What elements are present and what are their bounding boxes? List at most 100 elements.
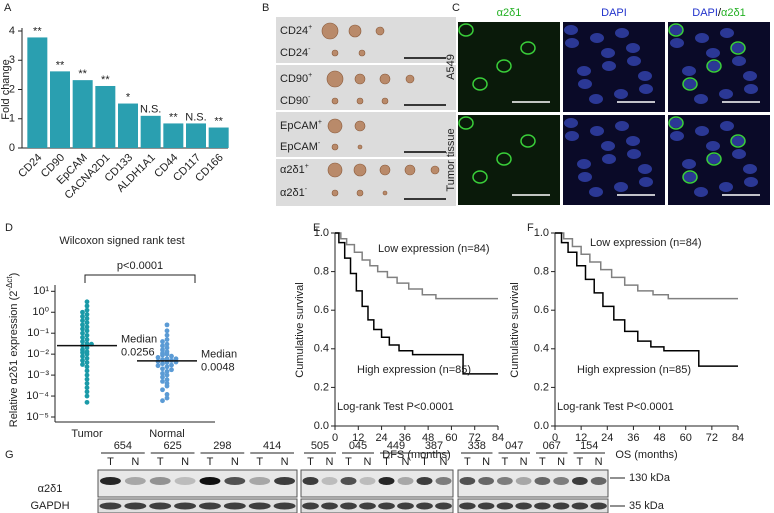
x-tick-label: 84 xyxy=(732,432,744,444)
sphere xyxy=(354,73,366,85)
band xyxy=(340,502,357,510)
band xyxy=(149,477,171,485)
nucleus xyxy=(577,159,591,169)
nucleus xyxy=(732,149,746,159)
y-axis-label: Cumulative survival xyxy=(294,282,306,377)
dot xyxy=(160,352,165,358)
sample-id: 047 xyxy=(505,440,523,452)
bar-annotation: ** xyxy=(101,74,110,86)
nucleus xyxy=(627,56,641,66)
marker-name: α2δ1 xyxy=(280,164,305,176)
row-label: CD90- xyxy=(280,94,311,107)
panel-letter: E xyxy=(313,222,320,234)
band xyxy=(397,502,414,510)
sphere xyxy=(430,165,440,175)
chart-title: Wilcoxon signed rank test xyxy=(59,235,184,247)
marker-sign: + xyxy=(318,119,322,126)
nucleus xyxy=(670,38,684,48)
dot xyxy=(84,345,90,351)
p-value: p<0.0001 xyxy=(117,260,163,272)
row-label: GAPDH xyxy=(30,500,69,512)
sphere xyxy=(405,74,415,84)
nucleus xyxy=(614,182,628,192)
sphere xyxy=(331,189,339,197)
band xyxy=(416,502,433,510)
dot xyxy=(164,337,170,342)
dot xyxy=(80,330,85,336)
x-tick-label: 12 xyxy=(352,432,364,444)
band xyxy=(321,477,338,485)
nucleus xyxy=(694,94,708,104)
sphere xyxy=(331,97,339,105)
y-tick-label: 3 xyxy=(9,54,15,66)
nucleus xyxy=(638,164,652,174)
row-label: EpCAM- xyxy=(280,140,321,153)
dot xyxy=(169,367,174,373)
nucleus xyxy=(565,131,579,141)
bar xyxy=(208,127,229,148)
y-tick-label: 0.6 xyxy=(534,304,549,316)
y-tick-label: 10¹ xyxy=(33,285,49,297)
annotation: Log-rank Test P<0.0001 xyxy=(557,401,674,413)
dot xyxy=(84,372,90,378)
y-tick-label: 10⁻² xyxy=(27,348,49,360)
nucleus xyxy=(731,43,745,53)
dot xyxy=(164,322,170,328)
dot xyxy=(160,398,165,404)
dot xyxy=(164,395,170,401)
y-axis-label: Relative α2δ1 expression (2-Δct) xyxy=(5,273,20,428)
y-tick-label: 0.2 xyxy=(314,381,329,393)
band xyxy=(359,477,376,485)
y-tick-label: 10⁻¹ xyxy=(27,327,49,339)
row-label: α2δ1 xyxy=(38,483,63,495)
dot xyxy=(155,354,161,360)
dot xyxy=(84,320,90,326)
nucleus xyxy=(731,136,745,146)
nucleus xyxy=(578,79,592,89)
nucleus xyxy=(602,154,616,164)
sphere xyxy=(382,190,388,196)
sphere xyxy=(404,164,416,176)
sphere xyxy=(379,164,391,176)
band xyxy=(378,502,395,510)
dot xyxy=(84,393,90,399)
dot xyxy=(160,379,165,384)
y-label-part: Relative α2δ1 expression (2 xyxy=(8,291,20,428)
row-label: CD24+ xyxy=(280,24,312,37)
survival-curve xyxy=(335,232,498,300)
band xyxy=(198,502,221,510)
dot xyxy=(80,322,85,328)
band xyxy=(435,502,452,510)
band xyxy=(174,477,196,485)
x-tick-label: Normal xyxy=(149,428,184,440)
bar-annotation: N.S. xyxy=(185,111,206,123)
header-part: α2δ1 xyxy=(497,7,522,19)
y-tick-label: 0.4 xyxy=(534,343,549,355)
band xyxy=(534,502,551,510)
sample-id: 625 xyxy=(163,440,181,452)
dot xyxy=(155,363,161,369)
series-label: High expression (n=85) xyxy=(357,364,471,376)
dot xyxy=(164,369,170,374)
y-tick-label: 0 xyxy=(9,142,15,154)
x-tick-label: 84 xyxy=(492,432,504,444)
sphere xyxy=(327,118,343,134)
band xyxy=(302,502,319,510)
series-label: High expression (n=85) xyxy=(577,364,691,376)
dot xyxy=(84,303,90,309)
bar-annotation: ** xyxy=(56,59,65,71)
nucleus xyxy=(639,84,653,94)
dot xyxy=(164,328,170,334)
header-part: DAPI xyxy=(601,7,627,19)
x-tick-label: Tumor xyxy=(71,428,103,440)
lane-label: N xyxy=(131,456,139,468)
stain xyxy=(458,23,474,37)
y-tick-label: 10⁰ xyxy=(32,306,49,318)
median-label: Median xyxy=(121,334,157,346)
row-label: Tumor tissue xyxy=(445,128,457,191)
sample-id: 067 xyxy=(543,440,561,452)
row-label: CD24- xyxy=(280,46,311,59)
nucleus xyxy=(589,94,603,104)
panel-letter: D xyxy=(5,222,13,234)
column-header: α2δ1 xyxy=(497,7,522,19)
